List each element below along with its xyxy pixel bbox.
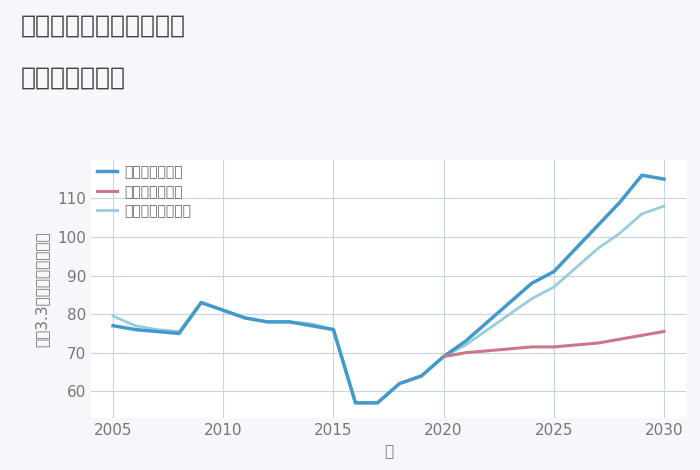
グッドシナリオ — [241, 315, 249, 321]
ノーマルシナリオ — [395, 381, 404, 386]
グッドシナリオ — [550, 269, 558, 274]
バッドシナリオ — [616, 337, 624, 342]
グッドシナリオ — [307, 323, 316, 329]
ノーマルシナリオ — [440, 354, 448, 360]
ノーマルシナリオ — [616, 230, 624, 236]
Line: ノーマルシナリオ: ノーマルシナリオ — [113, 206, 664, 403]
ノーマルシナリオ — [219, 307, 228, 313]
バッドシナリオ — [440, 354, 448, 360]
グッドシナリオ — [153, 329, 161, 334]
バッドシナリオ — [505, 346, 514, 352]
グッドシナリオ — [373, 400, 382, 406]
ノーマルシナリオ — [594, 246, 602, 251]
バッドシナリオ — [461, 350, 470, 355]
Text: 土地の価格推移: 土地の価格推移 — [21, 66, 126, 90]
ノーマルシナリオ — [461, 342, 470, 348]
グッドシナリオ — [572, 246, 580, 251]
ノーマルシナリオ — [528, 296, 536, 302]
グッドシナリオ — [594, 223, 602, 228]
グッドシナリオ — [440, 354, 448, 360]
ノーマルシナリオ — [484, 327, 492, 332]
バッドシナリオ — [594, 340, 602, 346]
ノーマルシナリオ — [638, 211, 646, 217]
ノーマルシナリオ — [131, 323, 139, 329]
グッドシナリオ — [638, 172, 646, 178]
バッドシナリオ — [528, 344, 536, 350]
グッドシナリオ — [616, 199, 624, 205]
ノーマルシナリオ — [108, 313, 117, 319]
グッドシナリオ — [528, 281, 536, 286]
ノーマルシナリオ — [285, 319, 293, 325]
グッドシナリオ — [108, 323, 117, 329]
ノーマルシナリオ — [351, 400, 360, 406]
ノーマルシナリオ — [241, 315, 249, 321]
バッドシナリオ — [660, 329, 668, 334]
ノーマルシナリオ — [572, 265, 580, 271]
グッドシナリオ — [285, 319, 293, 325]
グッドシナリオ — [263, 319, 272, 325]
ノーマルシナリオ — [175, 329, 183, 334]
ノーマルシナリオ — [373, 400, 382, 406]
グッドシナリオ — [461, 338, 470, 344]
ノーマルシナリオ — [417, 373, 426, 379]
グッドシナリオ — [351, 400, 360, 406]
グッドシナリオ — [505, 300, 514, 306]
Y-axis label: 坪（3.3㎡）単価（万円）: 坪（3.3㎡）単価（万円） — [34, 231, 49, 347]
X-axis label: 年: 年 — [384, 444, 393, 459]
バッドシナリオ — [484, 348, 492, 353]
グッドシナリオ — [131, 327, 139, 332]
グッドシナリオ — [175, 330, 183, 336]
ノーマルシナリオ — [263, 319, 272, 325]
グッドシナリオ — [197, 300, 205, 306]
グッドシナリオ — [329, 327, 337, 332]
グッドシナリオ — [417, 373, 426, 379]
バッドシナリオ — [638, 333, 646, 338]
グッドシナリオ — [395, 381, 404, 386]
グッドシナリオ — [219, 307, 228, 313]
ノーマルシナリオ — [329, 327, 337, 332]
ノーマルシナリオ — [153, 327, 161, 332]
バッドシナリオ — [550, 344, 558, 350]
グッドシナリオ — [660, 176, 668, 182]
グッドシナリオ — [484, 319, 492, 325]
Text: 神奈川県伊勢原市高森の: 神奈川県伊勢原市高森の — [21, 14, 186, 38]
ノーマルシナリオ — [307, 321, 316, 327]
Legend: グッドシナリオ, バッドシナリオ, ノーマルシナリオ: グッドシナリオ, バッドシナリオ, ノーマルシナリオ — [91, 160, 197, 224]
ノーマルシナリオ — [660, 204, 668, 209]
Line: グッドシナリオ: グッドシナリオ — [113, 175, 664, 403]
ノーマルシナリオ — [505, 311, 514, 317]
Line: バッドシナリオ: バッドシナリオ — [444, 331, 664, 357]
ノーマルシナリオ — [197, 300, 205, 306]
バッドシナリオ — [572, 342, 580, 348]
ノーマルシナリオ — [550, 284, 558, 290]
